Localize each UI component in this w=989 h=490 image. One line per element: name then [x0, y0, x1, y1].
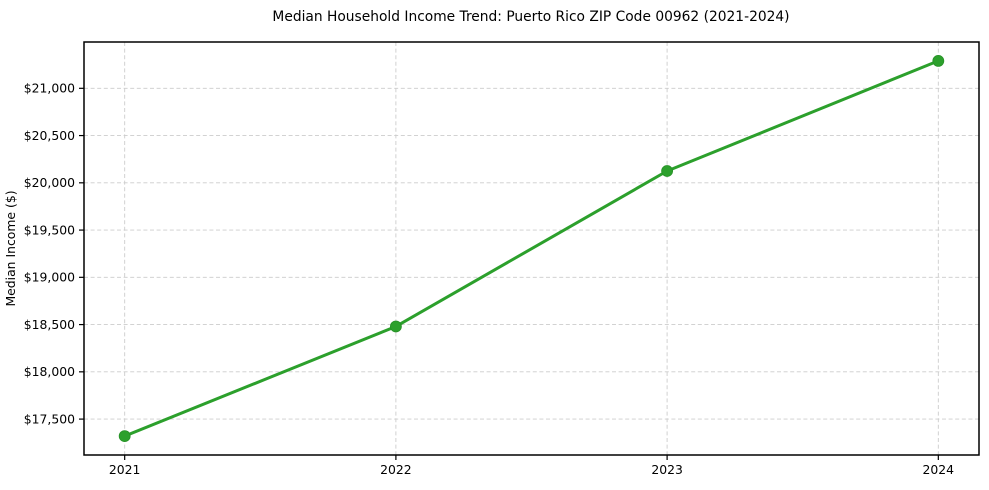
y-axis-label: Median Income ($) [3, 190, 18, 306]
y-tick-label: $18,000 [24, 364, 75, 379]
axis-layer: $17,500 $18,000 $18,500 $19,000 $19,500 $20,0… [24, 81, 954, 477]
y-tick-label: $20,000 [24, 175, 75, 190]
y-tick-label: $18,500 [24, 317, 75, 332]
y-tick-label: $19,500 [24, 222, 75, 237]
trend-line-series [118, 55, 945, 442]
trend-line [123, 59, 940, 438]
x-tick-label: 2022 [380, 462, 412, 477]
x-tick-label: 2023 [651, 462, 683, 477]
y-tick-label: $20,500 [24, 128, 75, 143]
data-point-2024 [932, 55, 945, 67]
x-tick-label: 2021 [109, 462, 141, 477]
chart-title: Median Household Income Trend: Puerto Ri… [272, 9, 789, 25]
data-point-2021 [118, 430, 131, 442]
y-tick-label: $19,000 [24, 270, 75, 285]
data-point-2022 [389, 320, 402, 333]
x-tick-label: 2024 [923, 462, 955, 477]
grid-layer [84, 42, 979, 455]
data-point-2023 [661, 165, 674, 177]
y-tick-label: $21,000 [24, 81, 75, 96]
plot-border [83, 41, 980, 456]
y-tick-label: $17,500 [24, 411, 75, 426]
